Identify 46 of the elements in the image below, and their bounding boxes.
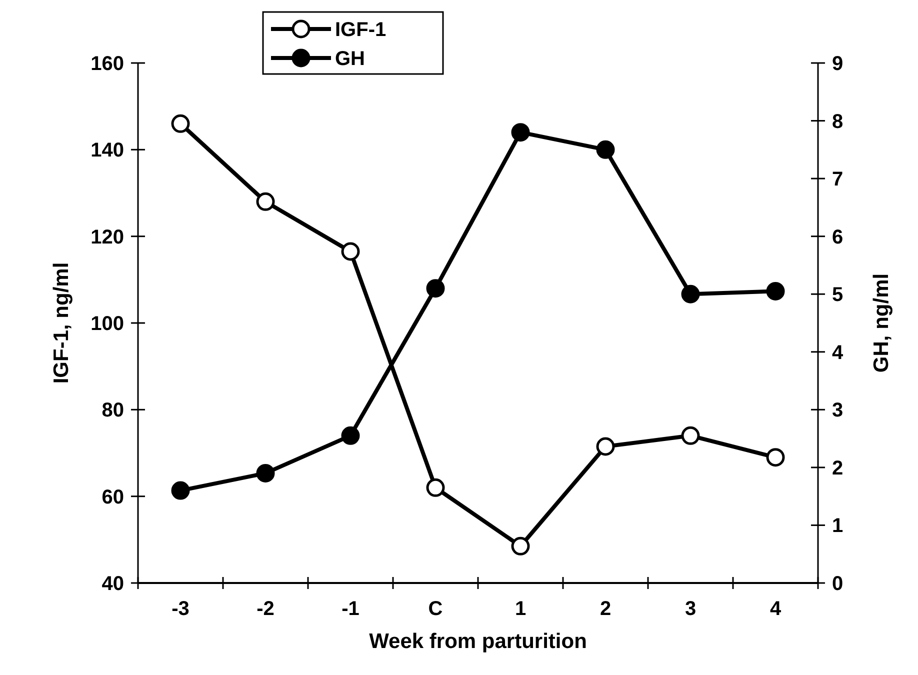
- point: [681, 426, 700, 445]
- y2-tick-label: 9: [832, 53, 844, 75]
- y2-axis-title: GH, ng/ml: [870, 273, 893, 373]
- y2-tick-label: 7: [832, 168, 844, 191]
- point: [256, 464, 275, 482]
- point: [596, 140, 615, 159]
- legend-label: GH: [335, 48, 365, 70]
- x-axis-title: Week from parturition: [369, 630, 587, 653]
- legend-label: IGF-1: [335, 19, 386, 41]
- y2-tick-label: 5: [832, 284, 844, 306]
- y-tick-label: 60: [102, 486, 124, 508]
- point: [171, 481, 190, 500]
- point: [171, 114, 190, 133]
- x-tick-label: -2: [256, 598, 274, 620]
- point: [511, 536, 530, 556]
- x-tick-label: 3: [684, 598, 696, 620]
- x-tick-label: C: [428, 598, 443, 620]
- y2-tick-label: 1: [832, 515, 844, 538]
- y2-tick-label: 3: [832, 400, 844, 422]
- point: [256, 192, 275, 211]
- y-tick-label: 40: [102, 573, 124, 595]
- point: [681, 284, 700, 304]
- point: [766, 448, 785, 467]
- y-tick-label: 160: [90, 53, 124, 75]
- x-tick-label: -1: [342, 598, 360, 620]
- y2-tick-label: 6: [832, 226, 844, 248]
- y2-tick-label: 8: [832, 110, 844, 133]
- point: [341, 242, 360, 261]
- point: [766, 282, 785, 300]
- x-tick-label: -3: [172, 598, 190, 620]
- point: [426, 478, 445, 497]
- y2-tick-label: 0: [832, 573, 844, 595]
- point: [341, 426, 360, 445]
- x-tick-label: 4: [770, 598, 782, 620]
- y-tick-label: 140: [90, 140, 124, 162]
- y-tick-label: 100: [90, 313, 124, 335]
- y2-tick-label: 4: [832, 342, 844, 364]
- point: [596, 437, 615, 456]
- y-tick-label: 120: [90, 226, 124, 248]
- x-tick-label: 1: [514, 598, 526, 620]
- point: [426, 279, 445, 298]
- y-axis-title: IGF-1, ng/ml: [50, 262, 73, 384]
- x-tick-label: 2: [600, 598, 612, 620]
- point: [511, 123, 530, 142]
- y-tick-label: 80: [102, 400, 124, 422]
- y2-tick-label: 2: [832, 457, 844, 480]
